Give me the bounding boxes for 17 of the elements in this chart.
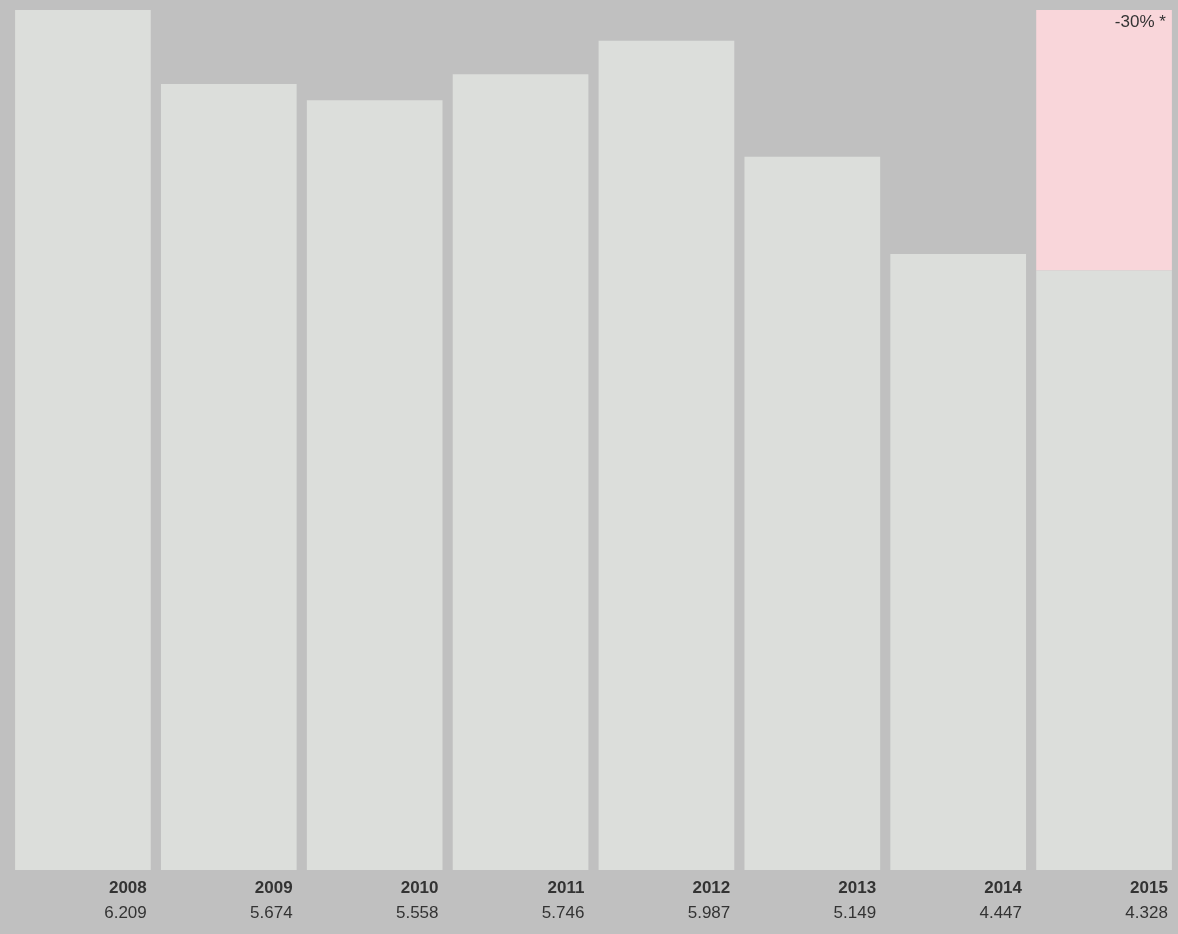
x-tick-label: 2015: [1130, 877, 1168, 897]
data-label: 5.674: [250, 902, 293, 922]
x-tick-label: 2010: [400, 877, 439, 897]
x-tick-label: 2008: [108, 877, 147, 897]
x-tick-label: 2014: [984, 877, 1023, 897]
data-label: 4.447: [979, 902, 1023, 922]
data-label: 5.149: [833, 902, 877, 922]
data-label: 6.209: [104, 902, 147, 922]
x-tick-label: 2011: [547, 877, 585, 897]
x-tick-label: 2013: [838, 877, 877, 897]
data-label: 4.328: [1125, 902, 1168, 922]
data-label: 5.987: [687, 902, 731, 922]
data-label: 5.746: [541, 902, 585, 922]
annotation: -30% *: [1114, 12, 1167, 32]
x-tick-label: 2012: [692, 877, 731, 897]
data-label: 5.558: [395, 902, 439, 922]
x-tick-label: 2009: [254, 877, 293, 897]
